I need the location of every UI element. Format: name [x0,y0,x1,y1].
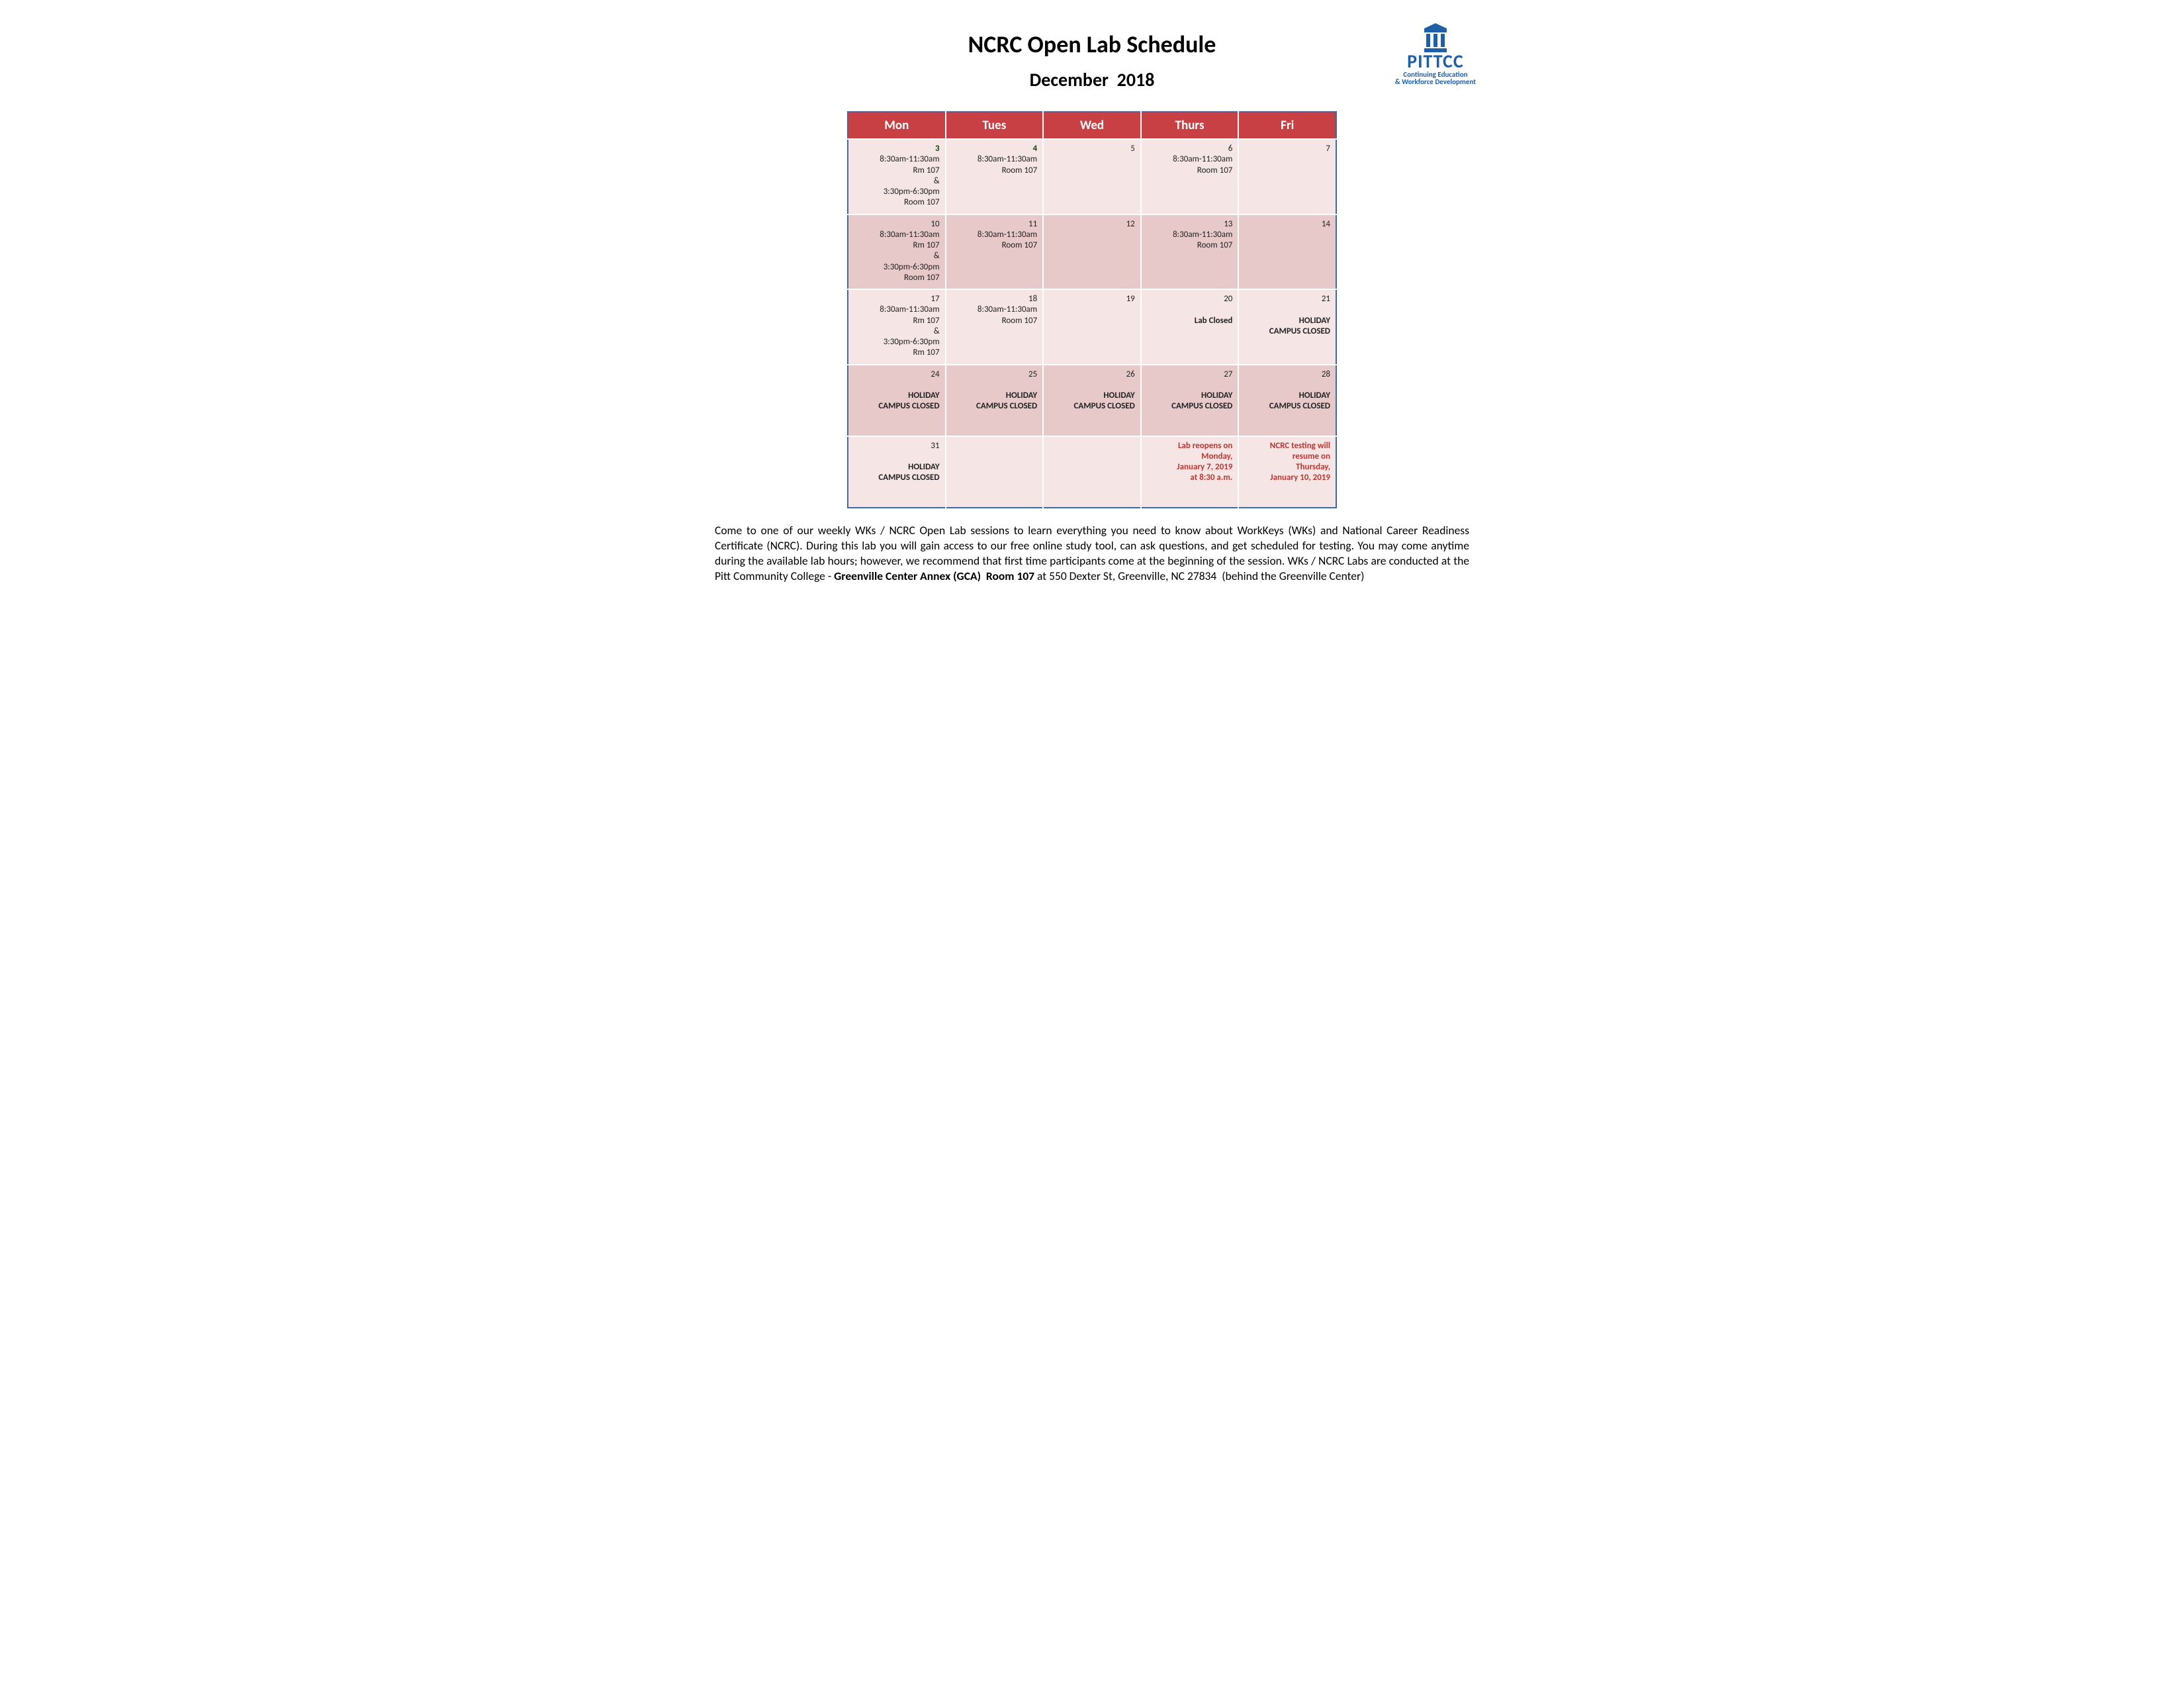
date-number: 14 [1244,219,1330,230]
calendar-cell: 68:30am-11:30am Room 107 [1141,139,1239,214]
footer-text-tail: at 550 Dexter St, Greenville, NC 27834 (… [1034,569,1364,583]
cell-text: HOLIDAY CAMPUS CLOSED [1244,380,1330,412]
footer-bold: Greenville Center Annex (GCA) Room 107 [834,569,1034,583]
calendar-header-row: Mon Tues Wed Thurs Fri [848,112,1336,139]
calendar-cell: 5 [1043,139,1141,214]
day-header: Fri [1238,112,1336,139]
page-title: NCRC Open Lab Schedule [715,30,1469,59]
logo-brand: PITTCC [1395,53,1476,71]
cell-text: HOLIDAY CAMPUS CLOSED [952,380,1038,412]
building-icon [1420,23,1451,52]
date-number: 18 [952,294,1038,305]
logo-line2: & Workforce Development [1395,78,1476,86]
calendar-container: Mon Tues Wed Thurs Fri 38:30am-11:30am R… [715,111,1469,508]
date-number: 19 [1049,294,1135,305]
cell-text: HOLIDAY CAMPUS CLOSED [854,451,940,484]
calendar-cell [1043,436,1141,508]
calendar-cell [946,436,1044,508]
cell-text: HOLIDAY CAMPUS CLOSED [854,380,940,412]
date-number: 6 [1147,144,1233,154]
calendar-cell: Lab reopens on Monday, January 7, 2019 a… [1141,436,1239,508]
calendar-cell: 20 Lab Closed [1141,289,1239,365]
day-header: Mon [848,112,946,139]
cell-text: 8:30am-11:30am Room 107 [952,230,1038,252]
calendar-row: 108:30am-11:30am Rm 107 & 3:30pm-6:30pm … [848,214,1336,290]
cell-text: 8:30am-11:30am Rm 107 & 3:30pm-6:30pm Ro… [854,230,940,283]
calendar-cell: 12 [1043,214,1141,290]
date-number: 12 [1049,219,1135,230]
cell-text: 8:30am-11:30am Room 107 [1147,154,1233,176]
calendar-cell: 31 HOLIDAY CAMPUS CLOSED [848,436,946,508]
date-number: 24 [854,369,940,380]
date-number: 21 [1244,294,1330,305]
date-number: 26 [1049,369,1135,380]
date-number: 3 [854,144,940,154]
calendar-row: 38:30am-11:30am Rm 107 & 3:30pm-6:30pm R… [848,139,1336,214]
calendar-cell: 25 HOLIDAY CAMPUS CLOSED [946,365,1044,436]
day-header: Wed [1043,112,1141,139]
calendar-cell: 24 HOLIDAY CAMPUS CLOSED [848,365,946,436]
cell-text: HOLIDAY CAMPUS CLOSED [1244,305,1330,337]
date-number: 4 [952,144,1038,154]
date-number: 11 [952,219,1038,230]
cell-text: Lab Closed [1147,305,1233,326]
cell-text: HOLIDAY CAMPUS CLOSED [1147,380,1233,412]
calendar-cell: 19 [1043,289,1141,365]
date-number: 13 [1147,219,1233,230]
page-subtitle: December 2018 [715,68,1469,91]
footer-paragraph: Come to one of our weekly WKs / NCRC Ope… [715,523,1469,584]
date-number: 10 [854,219,940,230]
date-number: 25 [952,369,1038,380]
calendar-cell: 48:30am-11:30am Room 107 [946,139,1044,214]
calendar-table: Mon Tues Wed Thurs Fri 38:30am-11:30am R… [847,111,1337,508]
date-number: 17 [854,294,940,305]
calendar-cell: 138:30am-11:30am Room 107 [1141,214,1239,290]
calendar-cell: 28 HOLIDAY CAMPUS CLOSED [1238,365,1336,436]
date-number: 31 [854,441,940,451]
cell-text: 8:30am-11:30am Room 107 [952,154,1038,176]
org-logo: PITTCC Continuing Education & Workforce … [1395,23,1476,86]
cell-text: 8:30am-11:30am Room 107 [952,305,1038,326]
calendar-cell: 178:30am-11:30am Rm 107 & 3:30pm-6:30pm … [848,289,946,365]
calendar-cell: 7 [1238,139,1336,214]
cell-text: Lab reopens on Monday, January 7, 2019 a… [1147,441,1233,484]
calendar-cell: 118:30am-11:30am Room 107 [946,214,1044,290]
cell-text: 8:30am-11:30am Room 107 [1147,230,1233,252]
day-header: Tues [946,112,1044,139]
date-number: 7 [1244,144,1330,154]
cell-text: NCRC testing will resume on Thursday, Ja… [1244,441,1330,484]
calendar-cell: 108:30am-11:30am Rm 107 & 3:30pm-6:30pm … [848,214,946,290]
calendar-cell: 26 HOLIDAY CAMPUS CLOSED [1043,365,1141,436]
calendar-cell: 27 HOLIDAY CAMPUS CLOSED [1141,365,1239,436]
calendar-row: 178:30am-11:30am Rm 107 & 3:30pm-6:30pm … [848,289,1336,365]
cell-text: HOLIDAY CAMPUS CLOSED [1049,380,1135,412]
calendar-cell: 38:30am-11:30am Rm 107 & 3:30pm-6:30pm R… [848,139,946,214]
cell-text: 8:30am-11:30am Rm 107 & 3:30pm-6:30pm Ro… [854,154,940,208]
calendar-cell: 188:30am-11:30am Room 107 [946,289,1044,365]
calendar-row: 31 HOLIDAY CAMPUS CLOSED Lab reopens on M… [848,436,1336,508]
calendar-row: 24 HOLIDAY CAMPUS CLOSED25 HOLIDAY CAMPU… [848,365,1336,436]
calendar-cell: 14 [1238,214,1336,290]
calendar-cell: NCRC testing will resume on Thursday, Ja… [1238,436,1336,508]
date-number: 27 [1147,369,1233,380]
calendar-cell: 21 HOLIDAY CAMPUS CLOSED [1238,289,1336,365]
day-header: Thurs [1141,112,1239,139]
date-number: 5 [1049,144,1135,154]
date-number: 20 [1147,294,1233,305]
date-number: 28 [1244,369,1330,380]
cell-text: 8:30am-11:30am Rm 107 & 3:30pm-6:30pm Rm… [854,305,940,358]
header: NCRC Open Lab Schedule December 2018 PIT… [715,30,1469,91]
